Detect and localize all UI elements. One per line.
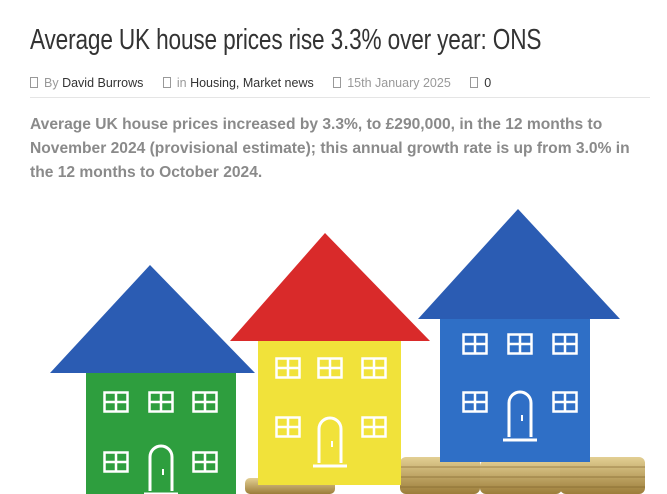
date: 15th January 2025 — [347, 76, 451, 90]
author-meta: By David Burrows — [30, 76, 143, 90]
house-right — [418, 209, 620, 462]
featured-image — [50, 209, 645, 494]
divider — [30, 97, 650, 98]
author-link[interactable]: David Burrows — [62, 76, 144, 90]
icon — [333, 77, 342, 88]
article-meta: By David Burrows in Housing, Market news… — [30, 76, 650, 90]
coin-stacks — [245, 457, 645, 494]
icon — [470, 77, 479, 88]
by-label: By — [44, 76, 59, 90]
comments-meta: 0 — [470, 76, 491, 90]
article-lede: Average UK house prices increased by 3.3… — [30, 116, 630, 181]
category-links[interactable]: Housing, Market news — [190, 76, 314, 90]
date-meta: 15th January 2025 — [333, 76, 451, 90]
in-label: in — [176, 76, 187, 90]
icon — [30, 77, 38, 88]
icon — [162, 77, 171, 88]
category-meta: in Housing, Market news — [162, 76, 314, 90]
house-left — [50, 265, 255, 494]
house-middle — [230, 233, 430, 485]
comment-count[interactable]: 0 — [484, 76, 492, 90]
article-title: Average UK house prices rise 3.3% over y… — [30, 24, 542, 56]
